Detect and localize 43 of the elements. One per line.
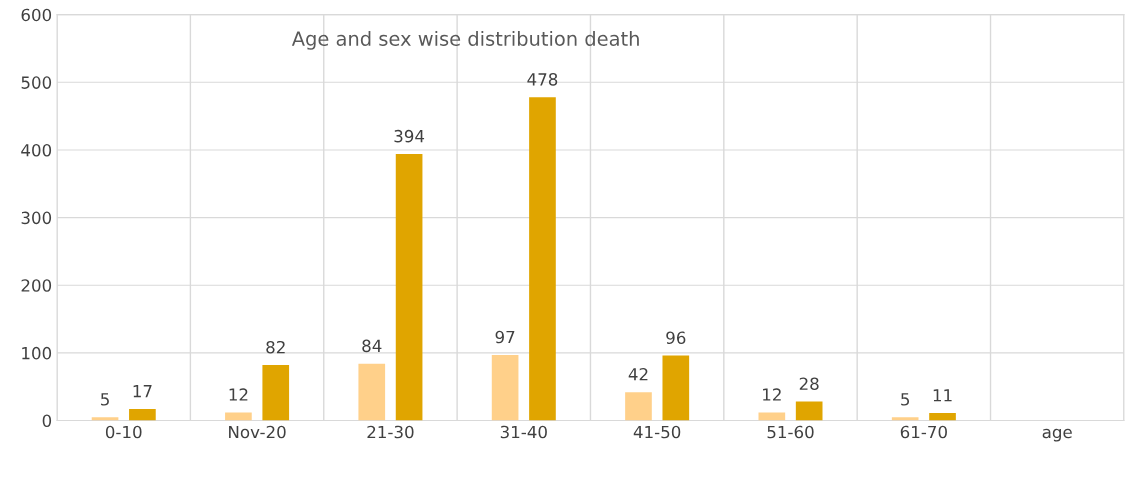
y-tick-label: 0 [42, 414, 52, 428]
x-tick-label: age [1042, 428, 1072, 442]
y-tick-label: 600 [21, 8, 52, 22]
bar [529, 97, 556, 421]
data-label: 12 [763, 388, 781, 401]
data-label: 82 [266, 340, 285, 354]
x-tick-label: 0-10 [105, 425, 142, 439]
data-label: 5 [101, 393, 109, 406]
y-tick-label: 300 [21, 211, 52, 225]
bar [929, 413, 956, 421]
data-label: 394 [394, 129, 425, 143]
x-tick-label: 41-50 [633, 425, 681, 439]
data-label: 11 [933, 389, 952, 402]
bar [358, 363, 386, 421]
bar [758, 412, 786, 421]
data-label: 28 [799, 377, 819, 391]
bar [795, 401, 823, 421]
x-tick-label: 61-70 [900, 425, 947, 439]
x-tick-label: 51-60 [767, 425, 814, 439]
x-tick-label: Nov-20 [229, 425, 286, 439]
x-tick-label: 21-30 [367, 425, 414, 439]
bar [225, 412, 252, 421]
data-label: 17 [133, 385, 152, 398]
data-label: 478 [527, 73, 558, 86]
data-label: 97 [495, 330, 515, 344]
bar [662, 355, 690, 421]
data-label: 84 [362, 339, 382, 353]
data-label: 12 [229, 388, 248, 401]
data-label: 42 [628, 367, 648, 381]
bar [262, 365, 290, 421]
bar [625, 392, 652, 421]
y-tick-label: 100 [22, 346, 52, 360]
bar [129, 409, 156, 421]
y-tick-label: 500 [21, 76, 52, 89]
bar [395, 154, 423, 421]
bar [491, 354, 519, 421]
data-label: 96 [666, 331, 686, 345]
text: Age and sex wise distribution death [291, 30, 639, 50]
bar [891, 417, 919, 421]
y-tick-label: 200 [21, 279, 52, 292]
y-tick-label: 400 [21, 143, 52, 157]
x-tick-label: 31-40 [500, 425, 547, 439]
data-label: 5 [901, 393, 910, 406]
